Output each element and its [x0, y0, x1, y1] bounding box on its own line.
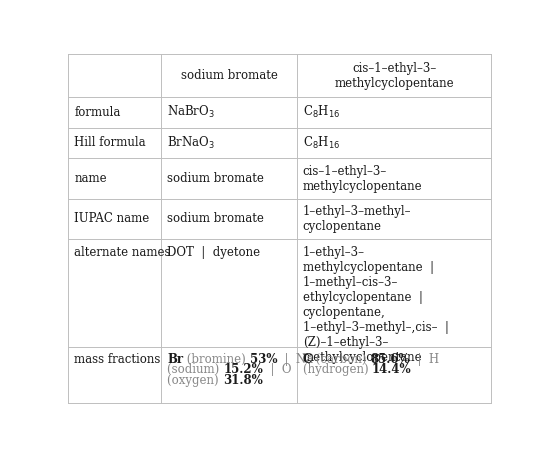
Text: BrNaO$_3$: BrNaO$_3$ — [167, 135, 215, 151]
Text: C$_8$H$_{16}$: C$_8$H$_{16}$ — [302, 135, 340, 151]
Text: (sodium): (sodium) — [167, 363, 223, 376]
Text: |  Na: | Na — [277, 353, 313, 366]
Text: sodium bromate: sodium bromate — [167, 212, 264, 226]
Text: |  O: | O — [263, 363, 292, 376]
Text: cis–1–ethyl–3–
methylcyclopentane: cis–1–ethyl–3– methylcyclopentane — [302, 164, 422, 193]
Text: Br: Br — [167, 353, 183, 366]
Text: alternate names: alternate names — [74, 246, 171, 259]
Text: cis–1–ethyl–3–
methylcyclopentane: cis–1–ethyl–3– methylcyclopentane — [334, 62, 454, 90]
Text: mass fractions: mass fractions — [74, 353, 161, 366]
Text: 53%: 53% — [250, 353, 277, 366]
Text: 14.4%: 14.4% — [372, 363, 412, 376]
Text: (hydrogen): (hydrogen) — [302, 363, 372, 376]
Text: C$_8$H$_{16}$: C$_8$H$_{16}$ — [302, 104, 340, 120]
Text: (carbon): (carbon) — [312, 353, 370, 366]
Text: IUPAC name: IUPAC name — [74, 212, 150, 226]
Text: Hill formula: Hill formula — [74, 136, 146, 149]
Text: 85.6%: 85.6% — [370, 353, 410, 366]
Text: |  H: | H — [410, 353, 439, 366]
Text: 1–ethyl–3–methyl–
cyclopentane: 1–ethyl–3–methyl– cyclopentane — [302, 205, 411, 233]
Text: NaBrO$_3$: NaBrO$_3$ — [167, 104, 215, 120]
Text: (bromine): (bromine) — [183, 353, 250, 366]
Text: 15.2%: 15.2% — [223, 363, 263, 376]
Text: (oxygen): (oxygen) — [167, 374, 223, 387]
Text: formula: formula — [74, 106, 121, 119]
Text: sodium bromate: sodium bromate — [181, 69, 277, 82]
Text: DOT  |  dyetone: DOT | dyetone — [167, 246, 260, 259]
Text: sodium bromate: sodium bromate — [167, 172, 264, 185]
Text: name: name — [74, 172, 107, 185]
Text: 31.8%: 31.8% — [223, 374, 263, 387]
Text: C: C — [302, 353, 312, 366]
Text: 1–ethyl–3–
methylcyclopentane  |
1–methyl–cis–3–
ethylcyclopentane  |
cyclopenta: 1–ethyl–3– methylcyclopentane | 1–methyl… — [302, 246, 449, 363]
